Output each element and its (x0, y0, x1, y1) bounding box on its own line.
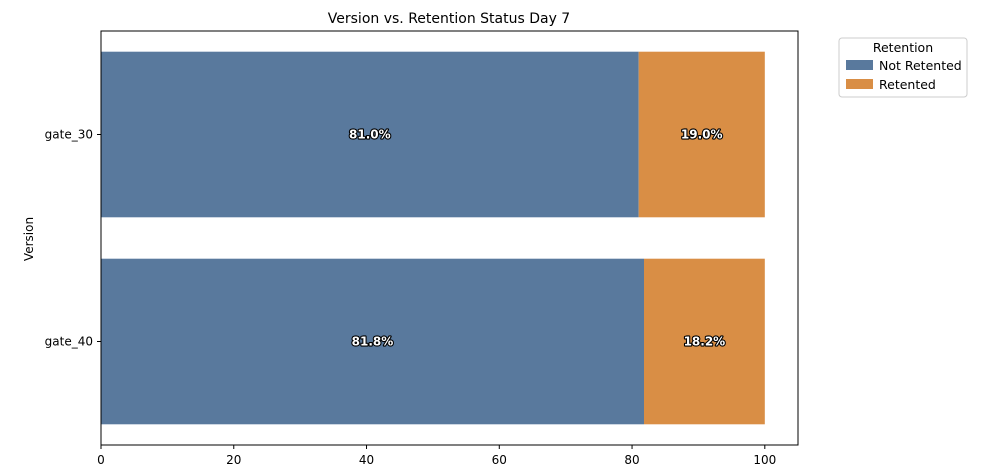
bar-gate_30-not-retented (101, 51, 639, 218)
x-tick-label: 0 (97, 453, 105, 465)
legend-items: Not Retented Retented (846, 58, 962, 92)
x-tick-label: 100 (753, 453, 776, 465)
plot-frame (100, 30, 799, 446)
bar-value-label: 19.0% (681, 128, 723, 142)
legend-swatch-not-retented (846, 60, 873, 70)
bar-value-label: 18.2% (684, 335, 726, 349)
bar-value-label: 81.8% (352, 335, 394, 349)
x-tick-label: 80 (624, 453, 639, 465)
y-tick-label: gate_40 (45, 335, 93, 349)
x-axis: 0 20 40 60 80 100 (97, 445, 776, 465)
legend-label: Not Retented (879, 58, 962, 73)
y-axis-label: Version (22, 217, 36, 261)
legend-label: Retented (879, 77, 936, 92)
bar-gate_40-not-retented (101, 258, 644, 425)
bars-group (101, 51, 765, 425)
legend: Retention Not Retented Retented (838, 37, 968, 98)
x-tick-label: 20 (226, 453, 241, 465)
chart-title: Version vs. Retention Status Day 7 (328, 11, 570, 27)
bar-gate_40-retented (643, 258, 765, 425)
legend-swatch-retented (846, 79, 873, 89)
legend-title: Retention (873, 40, 933, 55)
y-axis: gate_30 gate_40 (45, 128, 101, 349)
x-tick-label: 40 (359, 453, 374, 465)
bar-gate_30-retented (638, 51, 765, 218)
bar-labels-group: 81.0% 19.0% 81.8% 18.2% (348, 126, 726, 349)
bar-value-label: 81.0% (349, 128, 391, 142)
y-tick-label: gate_30 (45, 128, 93, 142)
x-tick-label: 60 (492, 453, 507, 465)
